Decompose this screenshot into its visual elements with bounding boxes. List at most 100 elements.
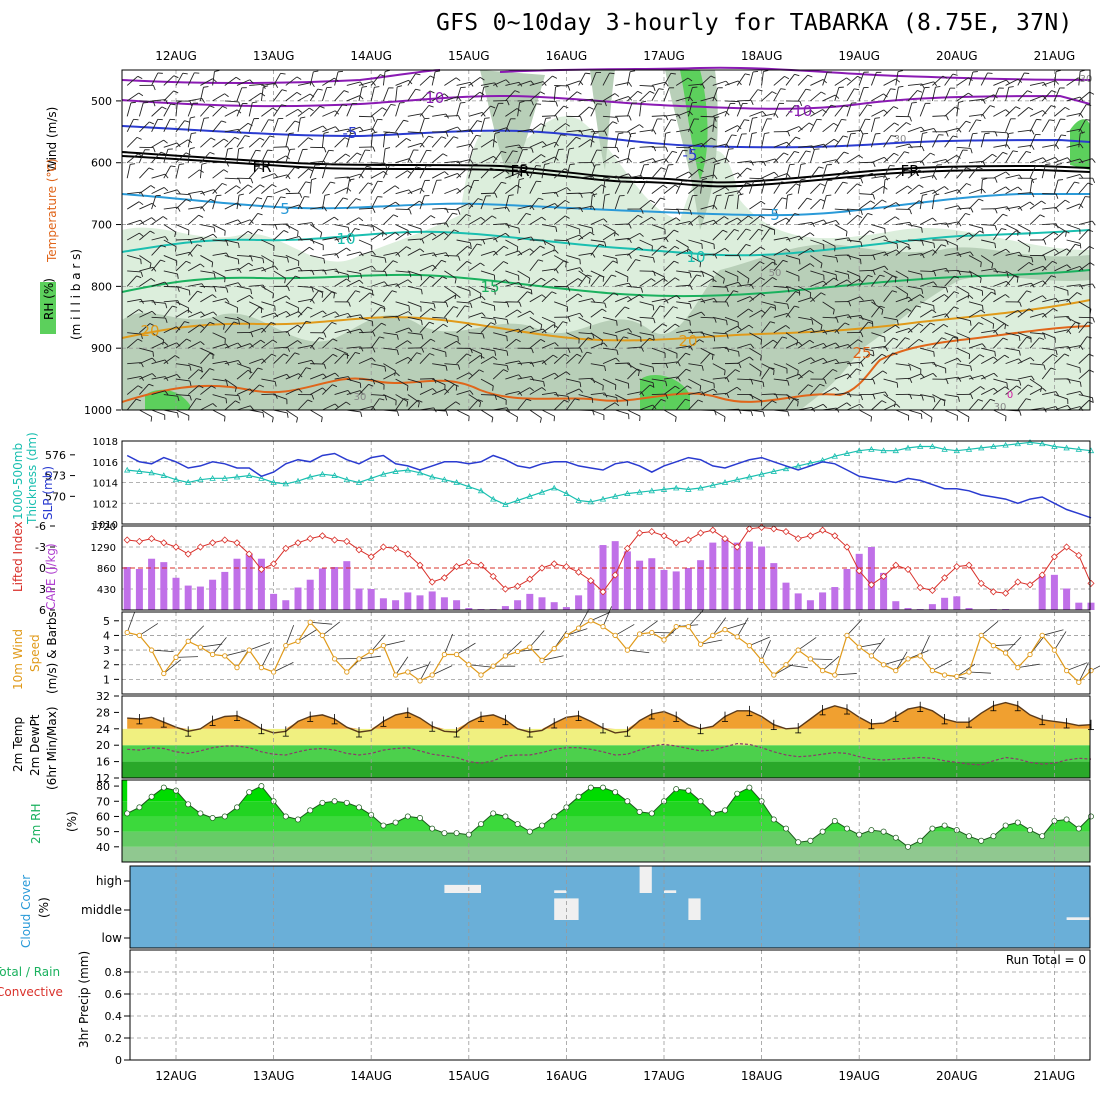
- wind-barb-flag: [701, 331, 705, 337]
- wind-barb-flag: [384, 271, 388, 277]
- wind-barb: [1029, 337, 1040, 349]
- wind-barb: [688, 239, 702, 245]
- wind-barb-flag: [1052, 308, 1058, 312]
- cape-bar: [636, 560, 644, 610]
- wind-barb-flag: [661, 245, 667, 249]
- wind-barb-flag: [689, 147, 693, 153]
- wind-barb: [212, 298, 227, 303]
- thickness-point: [514, 497, 521, 503]
- wind-barb: [907, 323, 919, 334]
- wind-barb-flag: [296, 76, 302, 80]
- wind-barb: [639, 146, 654, 148]
- wind-barb-flag: [665, 393, 669, 399]
- wind10-barb: [407, 664, 429, 673]
- wind-barb: [688, 311, 702, 318]
- wind-barb-flag: [781, 197, 787, 200]
- wind10-barb: [712, 617, 727, 636]
- wind-barb-flag: [567, 396, 570, 402]
- wind-barb: [432, 378, 446, 386]
- wind-barb-flag: [1031, 145, 1035, 150]
- wind-barb: [712, 195, 717, 210]
- wind-barb: [541, 164, 545, 179]
- wind-barb-flag: [235, 76, 241, 81]
- wind-barb: [419, 264, 433, 272]
- wind-barb-flag: [835, 94, 840, 99]
- wind-barb: [321, 164, 327, 179]
- wind-barb-flag: [891, 135, 897, 137]
- wind-barb: [151, 236, 166, 241]
- wind-barb-flag: [1055, 193, 1059, 199]
- wind-barb-flag: [770, 306, 776, 309]
- wind-barb: [163, 255, 177, 262]
- wind-barb-flag: [793, 398, 800, 401]
- wind-barb-flag: [576, 91, 582, 95]
- wind-barb-flag: [1002, 337, 1008, 341]
- wind-barb-flag: [978, 198, 984, 202]
- wind-barb-flag: [1043, 333, 1046, 339]
- wind-barb-flag: [859, 296, 864, 301]
- wind-barb: [895, 185, 908, 195]
- wind-barb: [212, 71, 215, 86]
- wind-barb: [139, 383, 150, 395]
- thickness-point: [294, 477, 302, 484]
- wind-barb: [810, 316, 823, 326]
- wind-barb-flag: [576, 353, 582, 357]
- wind-barb-flag: [149, 230, 155, 234]
- wind-barb: [139, 278, 152, 287]
- wind-barb-flag: [688, 249, 693, 254]
- label-speed: Speed: [28, 634, 42, 672]
- wind-barb: [834, 314, 849, 318]
- rh-point: [1014, 819, 1021, 826]
- wind-barb-flag: [915, 305, 922, 308]
- wind-barb-flag: [624, 306, 630, 310]
- wind-barb: [431, 171, 445, 179]
- wind-barb: [822, 342, 836, 349]
- li-point: [636, 529, 644, 537]
- thickness-point: [587, 498, 594, 505]
- wind-barb: [407, 285, 422, 290]
- wind-barb-flag: [480, 217, 486, 221]
- wind-barb-flag: [689, 272, 692, 278]
- wind-barb-flag: [542, 141, 547, 146]
- wind-barb: [1078, 400, 1090, 411]
- wind-barb: [785, 305, 795, 318]
- wind-barb-flag: [734, 229, 740, 232]
- wind-barb-flag: [466, 260, 472, 264]
- wind-barb: [761, 113, 776, 117]
- wind-barb-flag: [701, 83, 705, 89]
- wind-barb-flag: [494, 131, 500, 134]
- wind-barb: [517, 398, 527, 411]
- rh-point: [1075, 825, 1082, 832]
- thickness-point: [404, 466, 411, 473]
- wind-barb: [553, 168, 565, 179]
- bottom-day-label: 14AUG: [350, 1069, 392, 1083]
- li-point: [599, 588, 607, 596]
- wind-barb-flag: [882, 370, 888, 374]
- wind-barb-flag: [311, 394, 315, 400]
- wind10-barb: [1054, 631, 1067, 651]
- wind-barb-flag: [152, 300, 157, 306]
- li-point: [1026, 581, 1034, 589]
- wind-barb: [663, 361, 678, 365]
- wind-barb: [1017, 375, 1032, 380]
- wind-barb-flag: [737, 172, 742, 177]
- wind-barb: [737, 378, 752, 381]
- wind-barb-flag: [906, 277, 909, 283]
- wind-barb: [920, 249, 934, 256]
- wind-barb: [761, 91, 773, 102]
- wind-barb: [785, 332, 798, 341]
- wind-barb-flag: [982, 305, 984, 311]
- wind-barb-flag: [257, 197, 263, 200]
- wind-barb-flag: [760, 355, 762, 361]
- wind-barb: [493, 394, 507, 401]
- rh-point: [819, 828, 826, 835]
- wind-barb-flag: [529, 387, 534, 392]
- wind-barb: [871, 370, 883, 380]
- wind-barb: [371, 255, 386, 259]
- wind-barb-flag: [969, 251, 974, 257]
- wind-barb: [261, 119, 269, 133]
- wind10-barb: [126, 611, 136, 633]
- rh-point: [246, 789, 253, 796]
- wind-barb-flag: [872, 255, 876, 261]
- wind10-point: [893, 667, 899, 674]
